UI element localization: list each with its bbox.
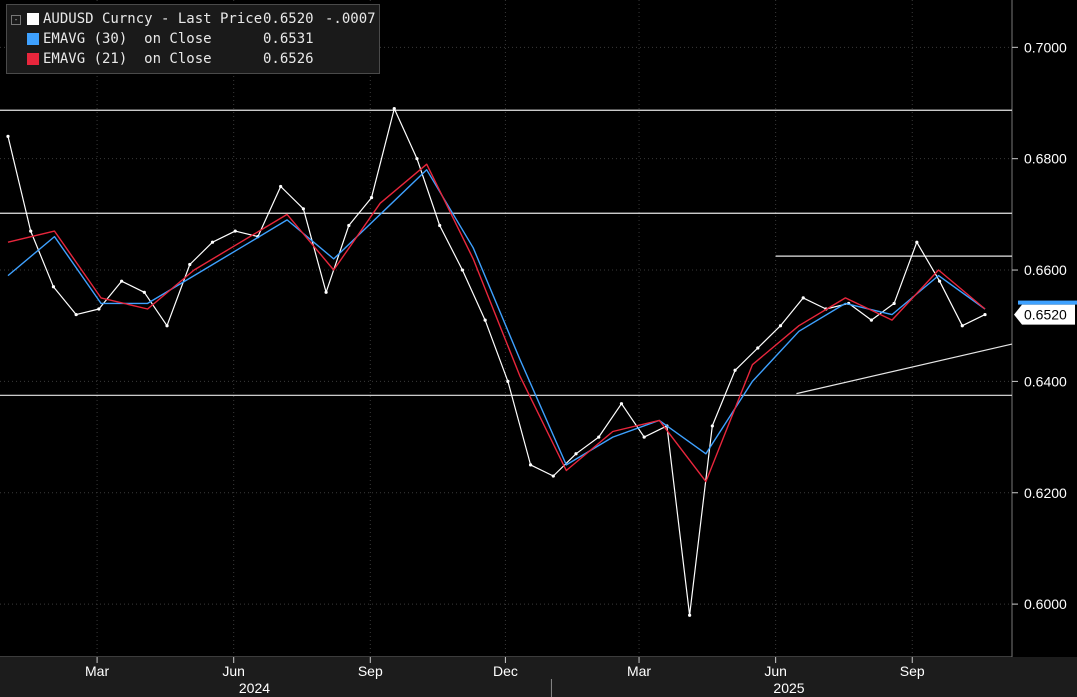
x-tick-label: Mar	[85, 663, 109, 679]
price-point	[29, 229, 33, 233]
price-point	[301, 207, 305, 211]
y-tick-label: 0.6000	[1024, 596, 1067, 612]
legend-value: 0.6526	[263, 51, 314, 67]
x-tick-label: Sep	[900, 663, 925, 679]
ema30-tag-edge	[1018, 300, 1077, 305]
price-point	[574, 452, 578, 456]
legend-change: -.0007	[325, 11, 376, 27]
price-point	[710, 424, 714, 428]
price-point	[233, 229, 237, 233]
price-point	[801, 296, 805, 300]
price-point	[324, 290, 328, 294]
last-price-tag-label: 0.6520	[1024, 307, 1067, 323]
y-tick-label: 0.6400	[1024, 373, 1067, 389]
collapse-icon[interactable]: -	[11, 15, 21, 25]
x-tick-label: Jun	[222, 663, 245, 679]
price-point	[97, 307, 101, 311]
price-point	[51, 285, 56, 289]
legend-swatch-ema30	[27, 33, 39, 45]
legend-row-ema21: EMAVG (21) on Close 0.6526	[7, 49, 379, 69]
price-point	[347, 223, 351, 228]
price-point	[642, 435, 646, 439]
price-point	[869, 318, 873, 322]
legend-label: EMAVG (30) on Close	[43, 31, 212, 47]
price-point	[756, 346, 760, 350]
price-point	[551, 474, 555, 478]
ema21-series-line	[7, 163, 986, 483]
y-tick-label: 0.6200	[1024, 485, 1067, 501]
legend-value: 0.6520	[263, 11, 314, 27]
legend-label: AUDUSD Curncy - Last Price	[43, 11, 263, 27]
trendline	[796, 343, 1013, 395]
price-point	[892, 301, 896, 306]
price-point	[74, 312, 78, 317]
price-point	[188, 262, 192, 267]
plot-area	[0, 0, 1012, 657]
x-year-label: 2024	[239, 680, 270, 696]
price-point	[483, 318, 487, 322]
price-point	[506, 379, 510, 383]
price-point	[778, 324, 783, 328]
x-tick-label: Sep	[358, 663, 383, 679]
price-series-line	[7, 108, 986, 616]
x-axis-band	[0, 657, 1077, 697]
y-tick-label: 0.6600	[1024, 262, 1067, 278]
price-point	[6, 134, 10, 139]
x-tick-label: Mar	[627, 663, 651, 679]
price-point	[142, 290, 146, 294]
legend-row-price: - AUDUSD Curncy - Last Price 0.6520 -.00…	[7, 9, 379, 29]
x-tick-label: Jun	[764, 663, 787, 679]
legend-swatch-ema21	[27, 53, 39, 65]
legend-label: EMAVG (21) on Close	[43, 51, 212, 67]
price-point	[392, 106, 396, 111]
price-point	[460, 268, 465, 272]
y-tick-label: 0.7000	[1024, 39, 1067, 55]
legend-row-ema30: EMAVG (30) on Close 0.6531	[7, 29, 379, 49]
y-tick-label: 0.6800	[1024, 151, 1067, 167]
price-point	[688, 613, 692, 617]
price-point	[120, 279, 124, 283]
legend-value: 0.6531	[263, 31, 314, 47]
price-point	[915, 240, 919, 244]
price-point	[415, 157, 419, 161]
x-year-label: 2025	[773, 680, 804, 696]
price-point	[438, 223, 442, 228]
x-tick-label: Dec	[493, 663, 518, 679]
price-point	[983, 312, 987, 317]
price-point	[210, 240, 215, 244]
price-point	[937, 279, 942, 283]
price-point	[165, 324, 169, 328]
price-point	[369, 196, 374, 200]
price-point	[733, 368, 737, 372]
price-point	[597, 435, 601, 439]
last-price-tag	[1014, 304, 1075, 325]
price-point	[960, 324, 964, 328]
legend-swatch-price	[27, 13, 39, 25]
price-point	[619, 402, 624, 406]
price-point	[279, 184, 283, 189]
price-point	[528, 463, 533, 467]
legend: - AUDUSD Curncy - Last Price 0.6520 -.00…	[6, 4, 380, 74]
